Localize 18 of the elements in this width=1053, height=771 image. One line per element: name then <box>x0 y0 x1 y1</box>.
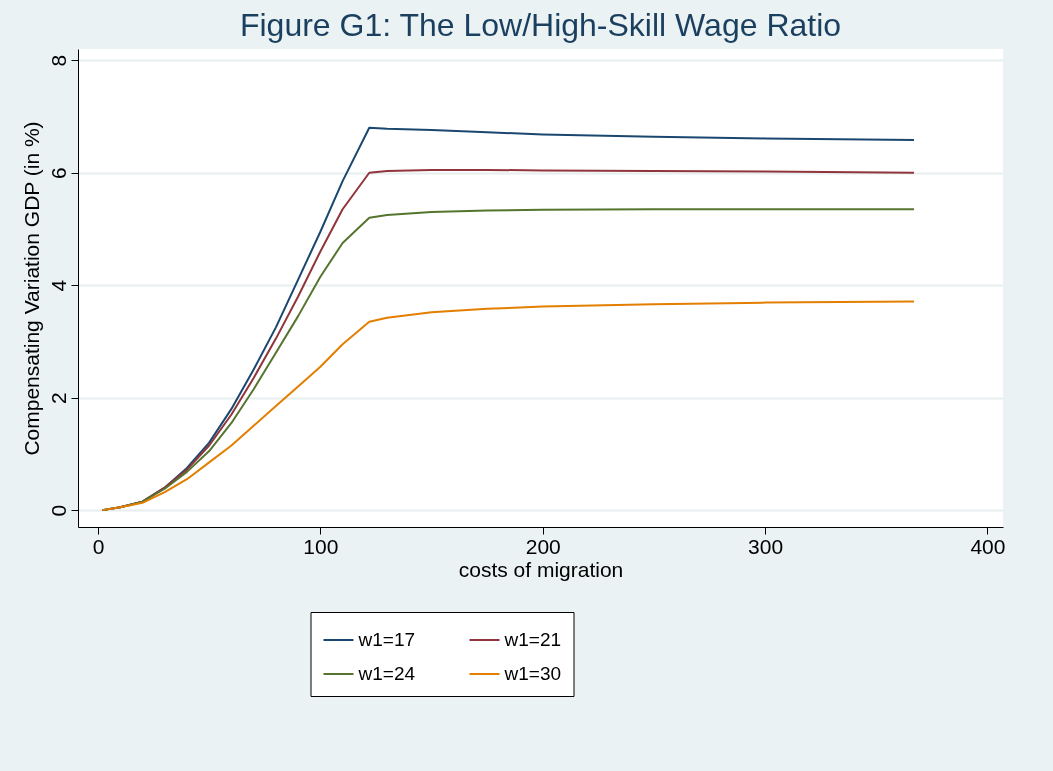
y-tick-label: 4 <box>46 279 70 292</box>
y-tick-label: 2 <box>46 392 70 404</box>
legend-label: w1=24 <box>357 663 416 684</box>
legend-label: w1=21 <box>503 629 562 650</box>
y-axis-title: Compensating Variation GDP (in %) <box>19 121 43 456</box>
x-axis-title: costs of migration <box>458 557 624 581</box>
line-series <box>101 300 916 512</box>
legend-label: w1=17 <box>357 629 416 650</box>
x-tick-label: 200 <box>525 534 561 558</box>
x-tick-label: 0 <box>92 534 105 558</box>
y-tick-label: 6 <box>46 167 70 180</box>
y-tick-label: 0 <box>46 504 70 517</box>
x-tick-label: 400 <box>970 534 1006 558</box>
legend-label: w1=30 <box>503 663 562 684</box>
x-tick-label: 300 <box>748 534 784 558</box>
x-tick-label: 100 <box>303 534 339 558</box>
y-tick-label: 8 <box>46 54 70 67</box>
chart-title: Figure G1: The Low/High-Skill Wage Ratio <box>239 7 842 43</box>
